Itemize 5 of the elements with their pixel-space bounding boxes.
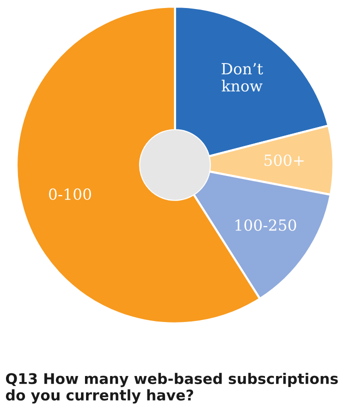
slice-label: 500+ xyxy=(264,154,304,166)
text: Q13 How many web-based subscriptions do you currently have? xyxy=(6,372,338,404)
slice-label: 0-100 xyxy=(49,188,92,200)
slice-label: Don’t know xyxy=(222,63,264,92)
slice-label: 100-250 xyxy=(236,219,296,231)
